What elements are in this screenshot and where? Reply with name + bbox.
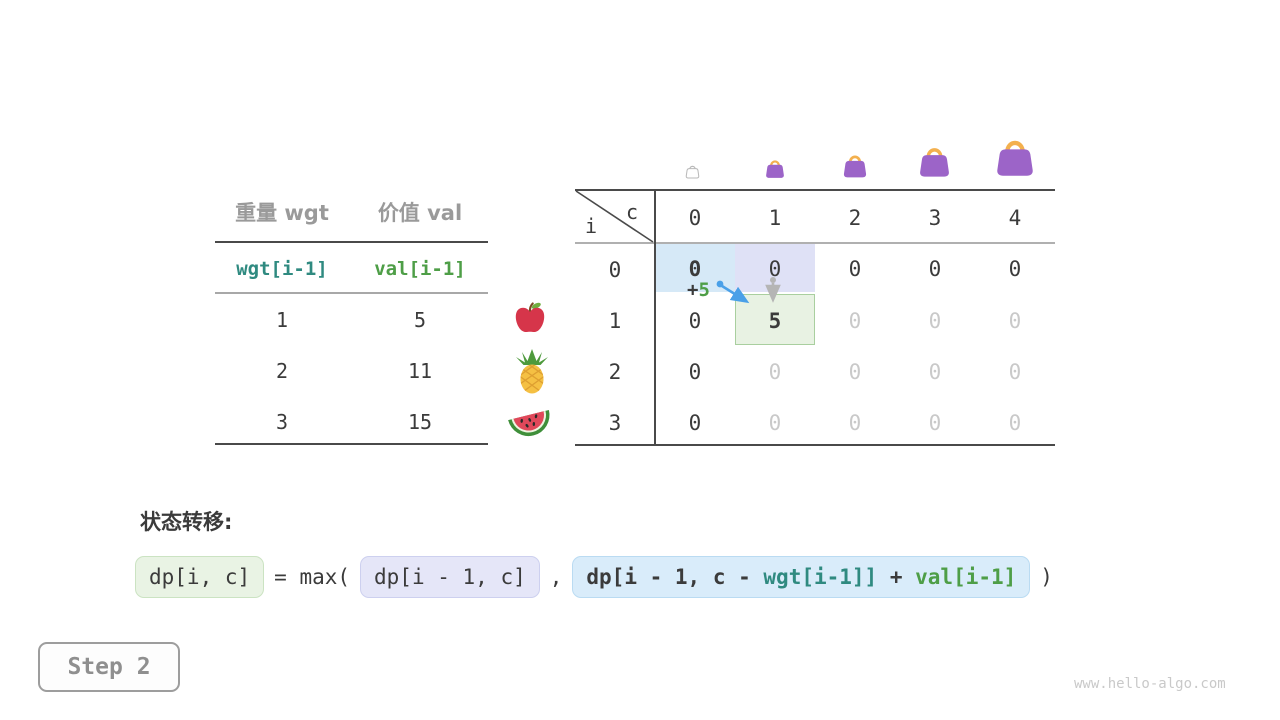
items-col-header-value: 价值 val (377, 201, 463, 225)
items-table-top-rule (215, 241, 488, 243)
dp-cell-r2-c1: 0 (768, 359, 782, 384)
dp-cell-r2-c2: 0 (848, 359, 862, 384)
dp-col-header-3: 3 (928, 206, 942, 230)
dp-cell-r3-c3: 0 (928, 410, 942, 435)
formula-arg2-wgt-term: wgt[i-1]] (763, 565, 878, 589)
dp-corner-row-label: i (584, 214, 598, 238)
dp-cell-r1-c3: 0 (928, 308, 942, 333)
item-row-3-weight: 3 (275, 410, 289, 434)
apple-icon (515, 302, 545, 333)
dp-cell-r2-c0: 0 (688, 359, 702, 384)
dp-cell-r0-c1: 0 (768, 256, 782, 281)
dp-cell-r0-c3: 0 (928, 256, 942, 281)
item-row-1-weight: 1 (275, 308, 289, 332)
dp-highlight-source-lavender (735, 244, 815, 292)
dp-row-header-3: 3 (608, 410, 622, 435)
formula-operator: = max( (274, 565, 351, 590)
dp-cell-r1-c1: 5 (768, 308, 782, 333)
items-index-wgt: wgt[i-1] (236, 258, 328, 280)
items-col-header-weight: 重量 wgt (235, 201, 329, 225)
formula-arg2-plus: + (877, 565, 916, 589)
formula-arg2-val-term: val[i-1] (915, 565, 1017, 589)
formula-arg2-box: dp[i - 1, c - wgt[i-1]] + val[i-1] (572, 556, 1031, 599)
dp-cell-r1-c0: 0 (688, 308, 702, 333)
dp-cell-r3-c2: 0 (848, 410, 862, 435)
watermark-text: www.hello-algo.com (1074, 676, 1226, 692)
item-row-1-value: 5 (413, 308, 427, 332)
dp-top-rule (575, 189, 1055, 191)
dp-cell-r3-c4: 0 (1008, 410, 1022, 435)
state-transition-formula: dp[i, c] = max( dp[i - 1, c] , dp[i - 1,… (135, 556, 1053, 599)
dp-cell-r0-c2: 0 (848, 256, 862, 281)
dp-cell-r3-c0: 0 (688, 410, 702, 435)
step-indicator-button[interactable]: Step 2 (38, 642, 180, 692)
bag-xlarge-icon (997, 140, 1033, 176)
dp-col-header-0: 0 (688, 206, 702, 230)
pineapple-icon (516, 349, 548, 394)
bag-small-icon (766, 160, 784, 178)
bag-large-icon (920, 148, 949, 177)
dp-cell-r0-c0: 0 (688, 256, 702, 281)
formula-lhs-box: dp[i, c] (135, 556, 265, 599)
annotation-value: 5 (698, 279, 710, 301)
dp-row-header-1: 1 (608, 308, 622, 333)
item-row-3-value: 15 (407, 410, 433, 434)
dp-col-header-1: 1 (768, 206, 782, 230)
items-table-mid-rule (215, 292, 488, 294)
formula-arg2-prefix: dp[i - 1, c - (586, 565, 764, 589)
items-index-val: val[i-1] (374, 258, 466, 280)
annotation-plus: + (687, 279, 699, 301)
dp-cell-r2-c4: 0 (1008, 359, 1022, 384)
dp-cell-r3-c1: 0 (768, 410, 782, 435)
formula-close-paren: ) (1040, 565, 1053, 590)
item-row-2-value: 11 (407, 359, 433, 383)
watermelon-icon (508, 409, 550, 437)
dp-cell-r1-c4: 0 (1008, 308, 1022, 333)
dp-col-header-2: 2 (848, 206, 862, 230)
dp-row-header-2: 2 (608, 359, 622, 384)
dp-cell-r1-c2: 0 (848, 308, 862, 333)
dp-vertical-rule (654, 189, 656, 446)
dp-bottom-rule (575, 444, 1055, 446)
bag-medium-icon (843, 155, 867, 178)
dp-col-header-4: 4 (1008, 206, 1022, 230)
dp-corner-col-label: c (625, 200, 639, 224)
formula-arg1-box: dp[i - 1, c] (360, 556, 540, 599)
dp-cell-r2-c3: 0 (928, 359, 942, 384)
formula-separator: , (549, 565, 563, 590)
formula-section-label: 状态转移: (140, 510, 233, 534)
item-row-2-weight: 2 (275, 359, 289, 383)
empty-bag-icon (685, 165, 700, 179)
dp-row-header-0: 0 (608, 257, 622, 282)
dp-cell-r0-c4: 0 (1008, 256, 1022, 281)
transition-annotation: +5 (687, 279, 710, 301)
dp-header-rule (575, 242, 1055, 244)
items-table-bottom-rule (215, 443, 488, 445)
